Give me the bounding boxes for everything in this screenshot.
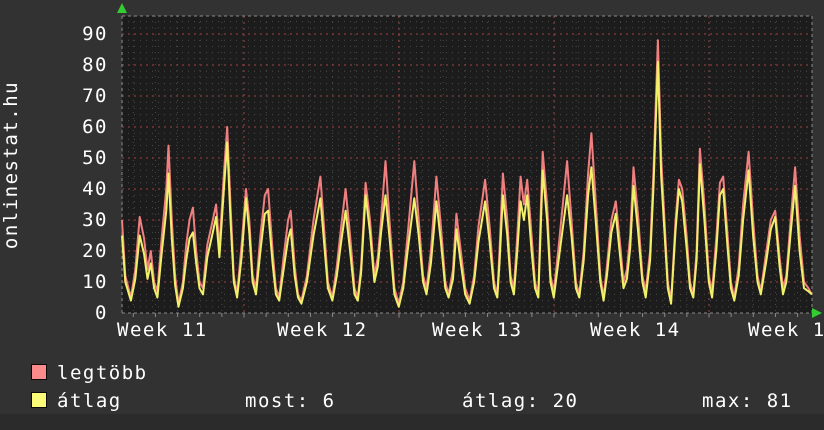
y-axis-label: 0 bbox=[95, 302, 108, 324]
y-axis-label: 70 bbox=[82, 85, 108, 107]
watermark-vertical-label: onlinestat.hu bbox=[0, 80, 22, 250]
x-axis-label: Week 11 bbox=[117, 319, 208, 341]
stat-atlag: átlag: 20 bbox=[462, 390, 579, 412]
y-axis-label: 90 bbox=[82, 23, 108, 45]
y-axis-label: 30 bbox=[82, 209, 108, 231]
legend-swatch-atlag bbox=[31, 392, 47, 408]
series-atlag-line bbox=[121, 60, 813, 308]
x-axis-label: Week 1 bbox=[748, 319, 824, 341]
y-axis-label: 50 bbox=[82, 147, 108, 169]
stat-max: max: 81 bbox=[702, 390, 793, 412]
legend-label-atlag: átlag bbox=[57, 390, 122, 412]
y-axis-arrow-icon bbox=[117, 3, 127, 13]
x-axis-label: Week 14 bbox=[590, 319, 681, 341]
x-axis-label: Week 13 bbox=[432, 319, 523, 341]
y-axis-label: 10 bbox=[82, 271, 108, 293]
legend-label-legtobb: legtöbb bbox=[57, 362, 148, 384]
y-axis-label: 20 bbox=[82, 240, 108, 262]
legend-swatch-legtobb bbox=[31, 364, 47, 380]
day-ticks bbox=[132, 313, 799, 317]
x-axis-label: Week 12 bbox=[277, 319, 368, 341]
axis-frame bbox=[121, 15, 818, 314]
y-axis-label: 40 bbox=[82, 178, 108, 200]
stat-most: most: 6 bbox=[245, 390, 336, 412]
y-axis-label: 60 bbox=[82, 116, 108, 138]
y-axis-label: 80 bbox=[82, 54, 108, 76]
x-axis-arrow-icon bbox=[812, 308, 822, 318]
bottom-strip bbox=[0, 414, 824, 430]
